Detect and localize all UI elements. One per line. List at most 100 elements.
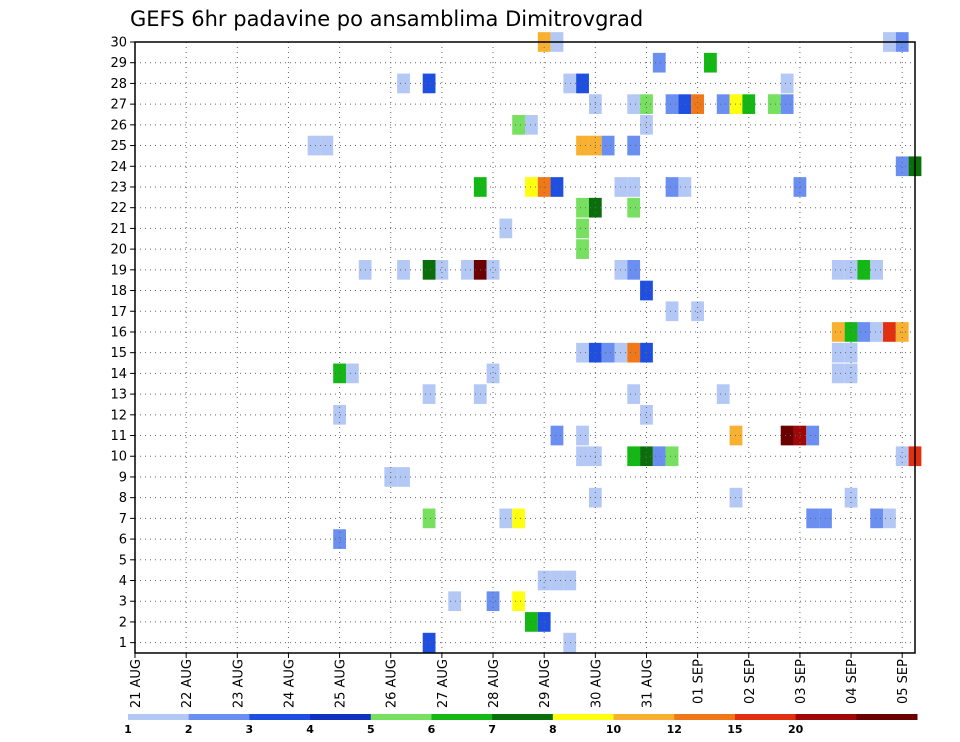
y-tick-label: 7 [119,512,127,527]
x-tick-label: 03 SEP [794,659,809,704]
y-tick-label: 28 [110,77,127,92]
y-tick-label: 26 [110,118,127,133]
heatmap-cell [563,570,577,591]
heatmap-cell [895,446,909,467]
heatmap-cell [307,135,321,156]
y-tick-label: 10 [110,450,127,465]
x-tick-label: 21 AUG [129,659,144,708]
legend-swatch [552,714,615,720]
x-tick-label: 30 AUG [589,659,604,708]
y-tick-label: 5 [119,553,127,568]
heatmap-cell [883,322,896,342]
heatmap-cell [576,425,589,446]
heatmap-cell [435,259,449,280]
legend-swatch [492,714,554,720]
legend-label: 7 [488,723,496,736]
x-tick-label: 01 SEP [692,659,707,704]
heatmap-cell [486,591,500,612]
y-tick-label: 1 [119,636,127,651]
heatmap-cell [678,94,692,114]
heatmap-cell [780,94,794,114]
heatmap-cell [831,259,845,280]
heatmap-cell [525,115,538,135]
y-tick-label: 19 [110,263,127,278]
legend-swatch [856,714,918,720]
heatmap-cell [665,446,679,467]
heatmap-cell [742,94,756,114]
heatmap-cells [307,32,922,653]
y-tick-label: 29 [110,56,127,71]
legend-label: 10 [606,723,622,736]
heatmap-cell [576,197,589,218]
heatmap-cell [844,322,858,342]
heatmap-cell [422,632,436,653]
legend-swatch [734,714,797,720]
legend-label: 12 [667,723,682,736]
heatmap-cell [652,446,666,467]
y-tick-label: 4 [119,574,127,589]
heatmap-cell [422,508,436,529]
heatmap-cell [870,508,884,529]
heatmap-cell [422,73,436,94]
heatmap-cell [627,446,641,467]
heatmap-cell [665,301,679,322]
heatmap-cell [640,446,653,467]
heatmap-cell [397,259,410,280]
y-tick-label: 2 [119,615,127,630]
y-axis: 1234567891011121314151617181920212223242… [110,36,135,651]
heatmap-cell [780,425,794,446]
heatmap-cell [550,177,564,197]
legend-label: 8 [549,723,557,736]
x-axis: 21 AUG 22 AUG 23 AUG 24 AUG 25 AUG 26 AUG 27 A… [129,653,911,708]
x-tick-label: 28 AUG [487,659,502,708]
heatmap-cell [857,259,871,280]
heatmap-cell [652,52,666,73]
heatmap-cell [691,94,705,114]
heatmap-cell [576,446,589,467]
heatmap-cell [870,322,884,342]
color-legend: 1 2 3 4 5 6 7 8 10 12 15 20 [124,714,918,736]
heatmap-cell [780,73,794,94]
y-tick-label: 20 [110,243,127,258]
heatmap-cell [576,218,589,239]
legend-swatch [431,714,493,720]
legend-swatch [613,714,675,720]
heatmap-cell [627,259,641,280]
y-tick-label: 11 [110,429,127,444]
heatmap-cell [831,342,845,363]
heatmap-cell [397,467,410,487]
heatmap-cell [422,259,436,280]
heatmap-cell [716,94,730,114]
heatmap-cell [665,177,679,197]
heatmap-cell [397,73,410,94]
heatmap-cell [333,404,346,425]
heatmap-cell [537,570,551,591]
y-tick-label: 14 [110,367,127,382]
heatmap-cell [691,301,705,322]
heatmap-cell [576,135,589,156]
y-tick-label: 12 [110,408,127,423]
heatmap-cell [320,135,334,156]
heatmap-cell [831,322,845,342]
heatmap-cell [767,94,781,114]
heatmap-cell [883,508,896,529]
heatmap-cell [576,239,589,259]
heatmap-cell [640,280,653,301]
x-tick-label: 02 SEP [743,659,758,704]
heatmap-cell [563,632,577,653]
heatmap-cell [550,570,564,591]
heatmap-cell [895,156,909,177]
heatmap-cell [640,94,653,114]
legend-label: 5 [367,723,375,736]
heatmap-cell [806,425,820,446]
heatmap-cell [486,363,500,384]
x-tick-label: 29 AUG [538,659,553,708]
heatmap-cell [550,425,564,446]
heatmap-cell [537,177,551,197]
y-tick-label: 27 [110,98,127,113]
heatmap-cell [627,177,641,197]
heatmap-cell [525,612,538,632]
heatmap-cell [844,363,858,384]
heatmap-cell [448,591,462,612]
